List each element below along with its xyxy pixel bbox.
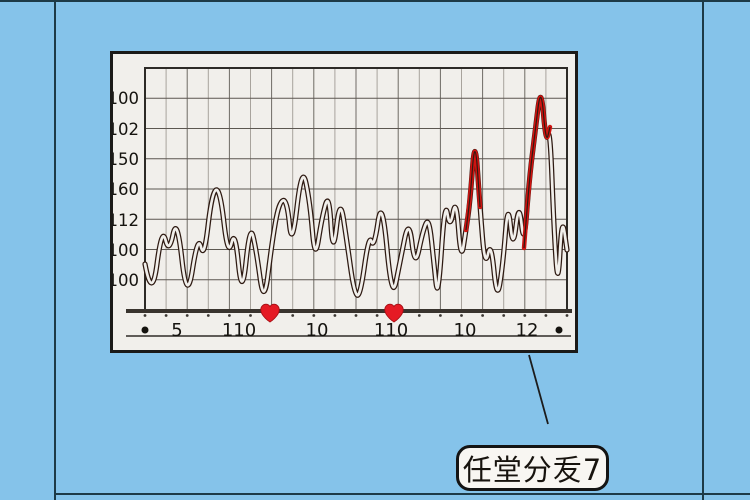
x-tick-dot bbox=[228, 314, 231, 317]
x-axis-bullet bbox=[141, 326, 149, 334]
x-tick-dot bbox=[206, 314, 210, 317]
x-tick-dot bbox=[544, 314, 548, 317]
callout-label: 任堂分叐7 bbox=[462, 453, 603, 487]
x-tick-dot bbox=[460, 314, 463, 317]
x-tick-label: 10 bbox=[306, 320, 329, 341]
y-tick-label: 100 bbox=[113, 241, 139, 260]
callout-connector bbox=[528, 354, 549, 425]
heart-icon bbox=[260, 303, 280, 323]
frame-line-top bbox=[0, 0, 750, 2]
waveform-inner bbox=[143, 96, 569, 297]
x-tick-dot bbox=[333, 314, 337, 317]
frame-line-right bbox=[702, 0, 704, 500]
x-tick-dot bbox=[375, 314, 379, 317]
x-tick-dot bbox=[502, 314, 506, 317]
x-tick-dot bbox=[312, 314, 316, 317]
x-tick-dot bbox=[439, 314, 442, 317]
x-tick-dot bbox=[417, 314, 421, 317]
waveform-highlight-core bbox=[465, 151, 481, 231]
x-tick-dot bbox=[249, 314, 252, 317]
x-tick-label: 10 bbox=[454, 320, 477, 341]
y-tick-label: 100 bbox=[113, 271, 139, 290]
x-tick-dot bbox=[164, 314, 168, 317]
x-tick-dot bbox=[143, 314, 147, 317]
y-tick-label: 102 bbox=[113, 120, 139, 139]
y-tick-label: 100 bbox=[113, 89, 139, 108]
x-tick-label: 110 bbox=[374, 320, 408, 341]
x-tick-dot bbox=[185, 314, 189, 317]
chart-panel: 100 102 150 160 112 100 100 5 110 10 110 10 12 bbox=[110, 51, 578, 353]
waveform-chart: 100 102 150 160 112 100 100 5 110 10 110 10 12 bbox=[113, 67, 572, 341]
x-tick-dot bbox=[523, 314, 527, 317]
frame-line-bottom bbox=[55, 493, 750, 495]
waveform-highlight-core bbox=[523, 96, 551, 249]
x-tick-dot bbox=[291, 314, 295, 317]
y-tick-label: 150 bbox=[113, 150, 139, 169]
x-tick-label: 110 bbox=[222, 320, 256, 341]
x-tick-dot bbox=[354, 314, 358, 317]
callout-label-box: 任堂分叐7 bbox=[456, 445, 609, 491]
y-tick-label: 112 bbox=[113, 211, 139, 230]
frame-line-left bbox=[54, 0, 56, 500]
x-tick-label: 12 bbox=[516, 320, 539, 341]
x-tick-dot bbox=[481, 314, 484, 317]
y-tick-label: 160 bbox=[113, 180, 139, 199]
x-tick-label: 5 bbox=[171, 320, 182, 341]
heart-icon bbox=[384, 303, 404, 323]
x-axis-bullet bbox=[555, 326, 563, 334]
x-tick-dot bbox=[565, 314, 569, 317]
